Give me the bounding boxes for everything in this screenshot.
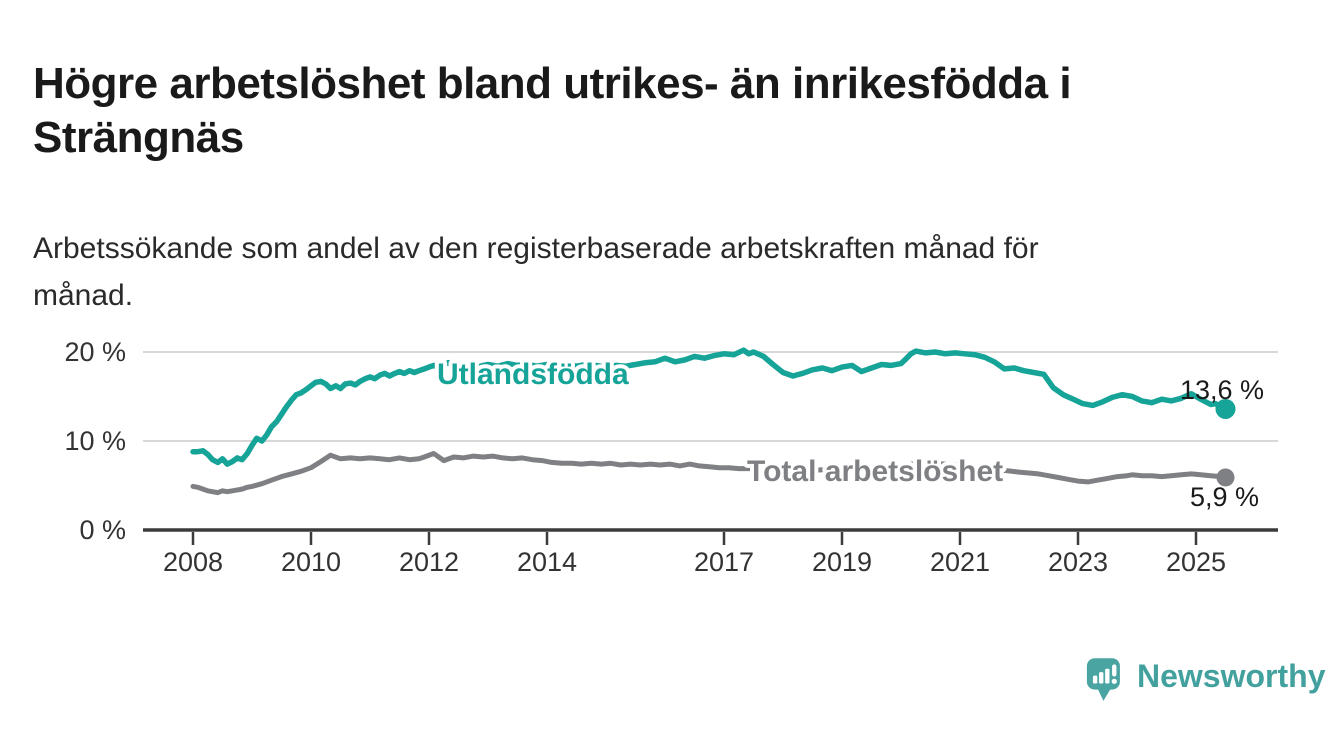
newsworthy-logo-icon	[1086, 658, 1120, 701]
x-tick-label: 2025	[1166, 547, 1226, 577]
series-end-dot-total	[1216, 468, 1235, 487]
series-value-label-total: 5,9 %	[1190, 482, 1259, 512]
x-tick-label: 2010	[281, 547, 341, 577]
series-value-label-utlandsfodda: 13,6 %	[1180, 375, 1264, 405]
y-tick-label: 0 %	[79, 515, 126, 545]
x-tick-label: 2012	[399, 547, 459, 577]
series-line-total	[190, 451, 1228, 496]
series-end-dot-utlandsfodda	[1215, 398, 1236, 419]
x-tick-label: 2017	[694, 547, 754, 577]
y-tick-label: 20 %	[64, 337, 126, 367]
series-line-utlandsfodda	[190, 347, 1229, 467]
newsworthy-logo: Newsworthy	[1086, 654, 1325, 706]
page-title: Högre arbetslöshet bland utrikes- än inr…	[33, 59, 1072, 163]
x-tick-label: 2021	[930, 547, 990, 577]
series-label-total: Total arbetslöshet	[747, 455, 1003, 488]
chart-subtitle: Arbetssökande som andel av den registerb…	[33, 232, 1039, 312]
x-tick-label: 2019	[812, 547, 872, 577]
x-tick-label: 2014	[517, 547, 577, 577]
x-tick-label: 2023	[1048, 547, 1108, 577]
newsworthy-brand-text: Newsworthy	[1137, 658, 1326, 694]
y-tick-label: 10 %	[64, 426, 126, 456]
x-tick-label: 2008	[163, 547, 223, 577]
series-label-utlandsfodda: Utlandsfödda	[437, 358, 629, 391]
